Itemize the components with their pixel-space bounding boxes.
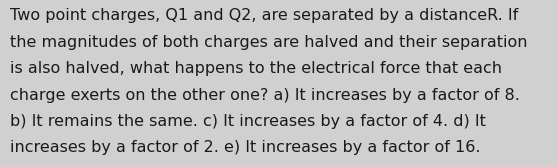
- Text: b) It remains the same. c) It increases by a factor of 4. d) It: b) It remains the same. c) It increases …: [10, 114, 486, 129]
- Text: is also halved, what happens to the electrical force that each: is also halved, what happens to the elec…: [10, 61, 502, 76]
- Text: the magnitudes of both charges are halved and their separation: the magnitudes of both charges are halve…: [10, 35, 527, 50]
- Text: Two point charges, Q1 and Q2, are separated by a distanceR. If: Two point charges, Q1 and Q2, are separa…: [10, 8, 518, 23]
- Text: increases by a factor of 2. e) It increases by a factor of 16.: increases by a factor of 2. e) It increa…: [10, 140, 480, 155]
- Text: charge exerts on the other one? a) It increases by a factor of 8.: charge exerts on the other one? a) It in…: [10, 88, 520, 103]
